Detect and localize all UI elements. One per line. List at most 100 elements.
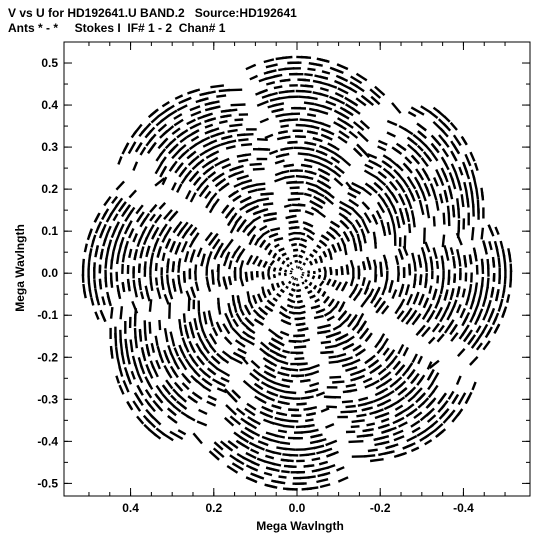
uv-point	[227, 440, 239, 450]
uv-point	[406, 293, 414, 306]
uv-point	[341, 281, 348, 291]
uv-point	[98, 278, 102, 287]
uv-point	[471, 291, 477, 304]
uv-point	[435, 200, 440, 211]
uv-point	[305, 418, 314, 423]
uv-point	[358, 329, 368, 340]
uv-point	[268, 438, 281, 444]
uv-point	[361, 277, 366, 287]
uv-point	[452, 260, 456, 269]
uv-point	[345, 404, 356, 409]
uv-point	[288, 209, 299, 213]
uv-point	[305, 181, 317, 188]
uv-point	[185, 189, 192, 200]
uv-point	[133, 248, 139, 260]
uv-point	[154, 262, 158, 272]
uv-point	[357, 402, 367, 407]
uv-point	[114, 346, 119, 359]
uv-point	[228, 308, 234, 318]
uv-point	[323, 297, 329, 304]
uv-point	[313, 207, 327, 219]
uv-point	[105, 247, 110, 260]
uv-point	[288, 220, 297, 224]
uv-point	[246, 291, 251, 303]
uv-point	[432, 177, 439, 187]
uv-point	[466, 198, 470, 208]
uv-point	[233, 181, 244, 188]
uv-point	[232, 195, 240, 202]
uv-point	[268, 233, 277, 239]
uv-point	[151, 226, 160, 239]
uv-point	[302, 221, 312, 227]
uv-point	[318, 80, 330, 87]
uv-point	[91, 234, 97, 243]
uv-point	[440, 156, 448, 166]
uv-point	[341, 400, 354, 404]
uv-point	[476, 199, 480, 214]
uv-point	[326, 279, 332, 286]
uv-point	[163, 327, 169, 343]
uv-point	[405, 313, 416, 325]
uv-point	[341, 361, 353, 368]
uv-point	[244, 420, 258, 430]
uv-point	[382, 254, 388, 264]
uv-point	[502, 255, 507, 264]
uv-point	[169, 365, 177, 376]
uv-point	[166, 282, 172, 295]
uv-point	[280, 280, 285, 285]
uv-point	[213, 441, 224, 451]
uv-point	[425, 397, 437, 409]
uv-point	[222, 323, 231, 335]
uv-point	[438, 193, 444, 204]
uv-point	[98, 228, 105, 239]
y-tick-label: 0.3	[41, 140, 58, 154]
uv-point	[439, 314, 446, 323]
uv-point	[274, 176, 287, 183]
uv-point	[431, 322, 440, 333]
uv-point	[317, 167, 328, 175]
uv-point	[441, 277, 445, 288]
uv-point	[486, 277, 490, 289]
uv-point	[227, 139, 237, 144]
uv-point	[115, 375, 121, 384]
uv-point	[215, 131, 225, 137]
uv-point	[197, 311, 202, 323]
uv-point	[224, 312, 233, 329]
uv-point	[430, 142, 439, 152]
uv-point	[150, 109, 158, 117]
uv-point	[420, 157, 429, 168]
uv-point	[227, 128, 238, 133]
uv-point	[397, 396, 406, 403]
uv-point	[298, 304, 306, 309]
uv-point	[198, 186, 208, 198]
uv-point	[393, 147, 403, 155]
uv-point	[441, 147, 450, 158]
uv-point	[114, 332, 118, 347]
uv-point	[426, 368, 435, 381]
uv-point	[277, 429, 288, 434]
uv-point	[288, 231, 295, 236]
uv-point	[158, 201, 167, 210]
uv-point	[141, 350, 147, 362]
uv-point	[337, 476, 349, 483]
uv-point	[395, 179, 403, 189]
uv-point	[208, 313, 214, 327]
uv-point	[173, 113, 183, 120]
uv-point	[248, 234, 256, 246]
uv-point	[244, 271, 248, 281]
uv-point	[208, 333, 218, 345]
uv-point	[339, 200, 355, 211]
uv-point	[329, 375, 342, 379]
uv-point	[145, 245, 151, 258]
uv-point	[291, 267, 294, 271]
uv-point	[473, 162, 479, 171]
uv-point	[221, 238, 234, 254]
uv-point	[474, 282, 479, 293]
uv-point	[350, 75, 363, 85]
uv-point	[302, 89, 312, 94]
uv-point	[359, 320, 368, 331]
uv-point	[155, 384, 164, 395]
uv-point	[316, 244, 322, 250]
uv-point	[468, 283, 473, 292]
uv-point	[375, 176, 387, 187]
